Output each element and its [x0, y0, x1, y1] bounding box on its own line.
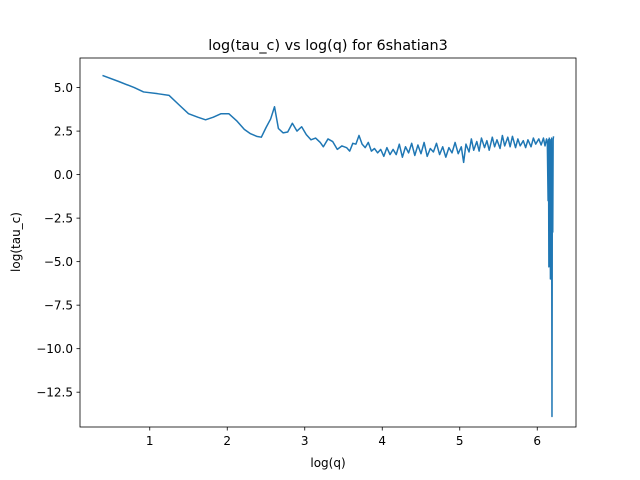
series-line-1 — [102, 74, 555, 418]
x-axis-label: log(q) — [310, 456, 345, 470]
x-tick-label: 5 — [456, 434, 464, 448]
y-tick-label: 0.0 — [54, 168, 73, 182]
x-tick-label: 3 — [301, 434, 309, 448]
axis-ticks: 1 2 3 4 5 6 5.0 2.5 0.0 −2.5 −5.0 −7.5 −10.0 −12.5 — [36, 81, 541, 448]
chart-title: log(tau_c) vs log(q) for 6shatian3 — [208, 38, 448, 54]
plot-frame — [79, 57, 577, 428]
y-tick-label: −10.0 — [36, 342, 73, 356]
plot-lines — [102, 74, 555, 418]
y-axis-label: log(tau_c) — [9, 212, 23, 272]
y-tick-label: 2.5 — [54, 124, 73, 138]
y-tick-label: −5.0 — [44, 255, 73, 269]
y-tick-label: −2.5 — [44, 211, 73, 225]
x-tick-label: 1 — [146, 434, 154, 448]
x-tick-label: 4 — [378, 434, 386, 448]
y-tick-label: −7.5 — [44, 298, 73, 312]
y-tick-label: 5.0 — [54, 81, 73, 95]
x-tick-label: 6 — [533, 434, 541, 448]
y-tick-label: −12.5 — [36, 385, 73, 399]
x-tick-label: 2 — [223, 434, 231, 448]
